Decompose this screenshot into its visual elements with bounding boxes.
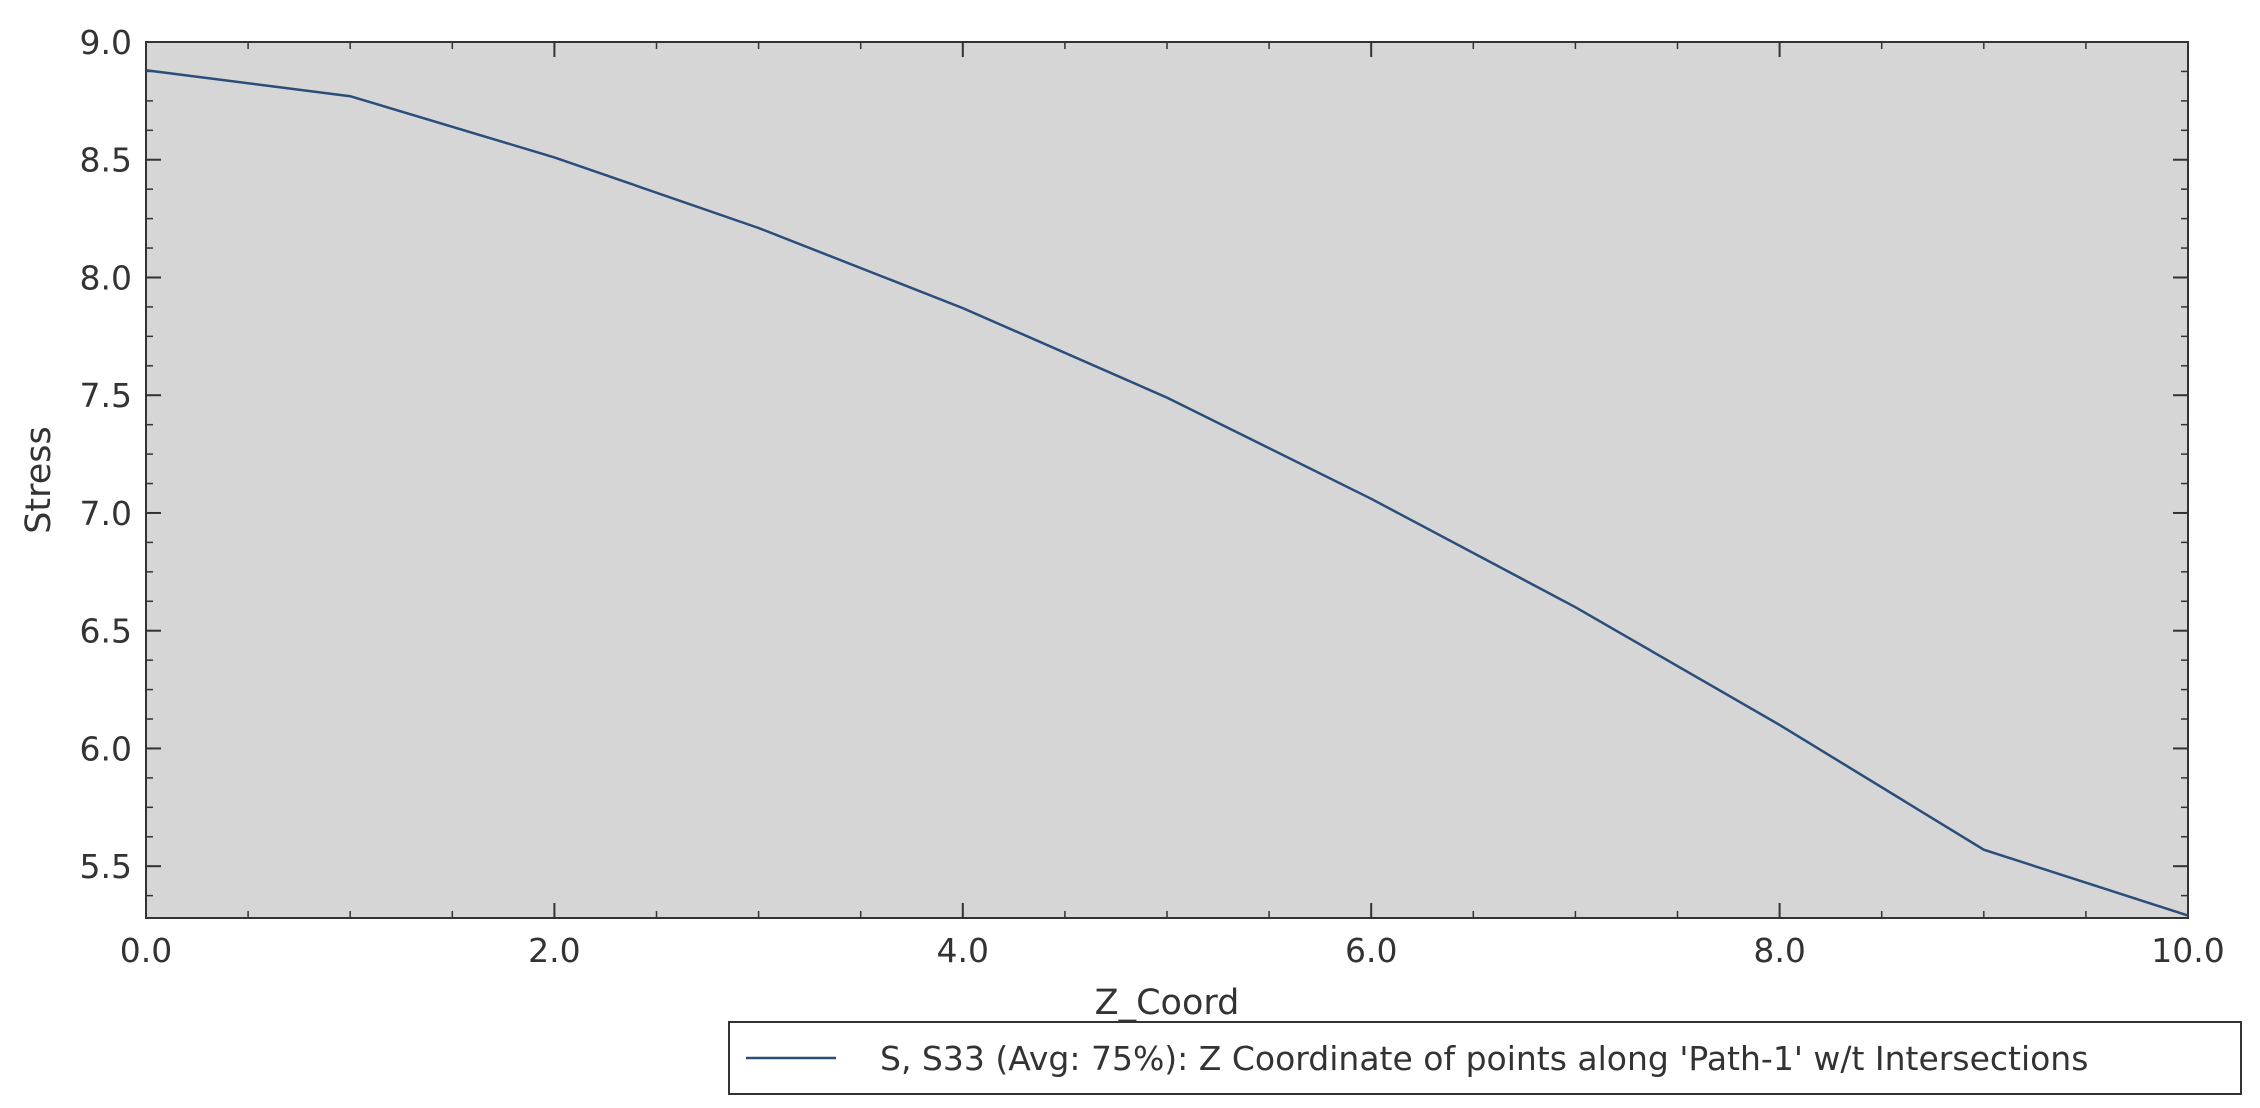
legend-label: S, S33 (Avg: 75%): Z Coordinate of point… (880, 1039, 2088, 1078)
y-tick-label: 7.0 (80, 494, 132, 533)
y-tick-label: 8.0 (80, 258, 132, 297)
x-tick-label: 10.0 (2151, 931, 2224, 970)
x-tick-label: 0.0 (120, 931, 172, 970)
x-tick-label: 6.0 (1345, 931, 1397, 970)
y-tick-labels: 5.5 6.0 6.5 7.0 7.5 8.0 8.5 9.0 (80, 23, 132, 886)
y-tick-label: 9.0 (80, 23, 132, 62)
x-axis-label: Z_Coord (1095, 983, 1240, 1023)
x-tick-labels: 0.0 2.0 4.0 6.0 8.0 10.0 (120, 931, 2225, 970)
x-tick-label: 2.0 (528, 931, 580, 970)
x-tick-label: 4.0 (937, 931, 989, 970)
y-tick-label: 5.5 (80, 847, 132, 886)
y-tick-label: 7.5 (80, 376, 132, 415)
y-tick-label: 6.5 (80, 612, 132, 651)
x-tick-label: 8.0 (1753, 931, 1805, 970)
y-axis-label: Stress (19, 426, 59, 534)
legend-box (728, 1021, 2242, 1095)
series-lines (145, 69, 2189, 917)
plot-area (145, 41, 2189, 919)
y-tick-label: 8.5 (80, 141, 132, 180)
major-ticks (145, 41, 2189, 918)
y-tick-label: 6.0 (80, 729, 132, 768)
legend: S, S33 (Avg: 75%): Z Coordinate of point… (728, 1021, 2242, 1095)
series-line (145, 69, 2189, 917)
